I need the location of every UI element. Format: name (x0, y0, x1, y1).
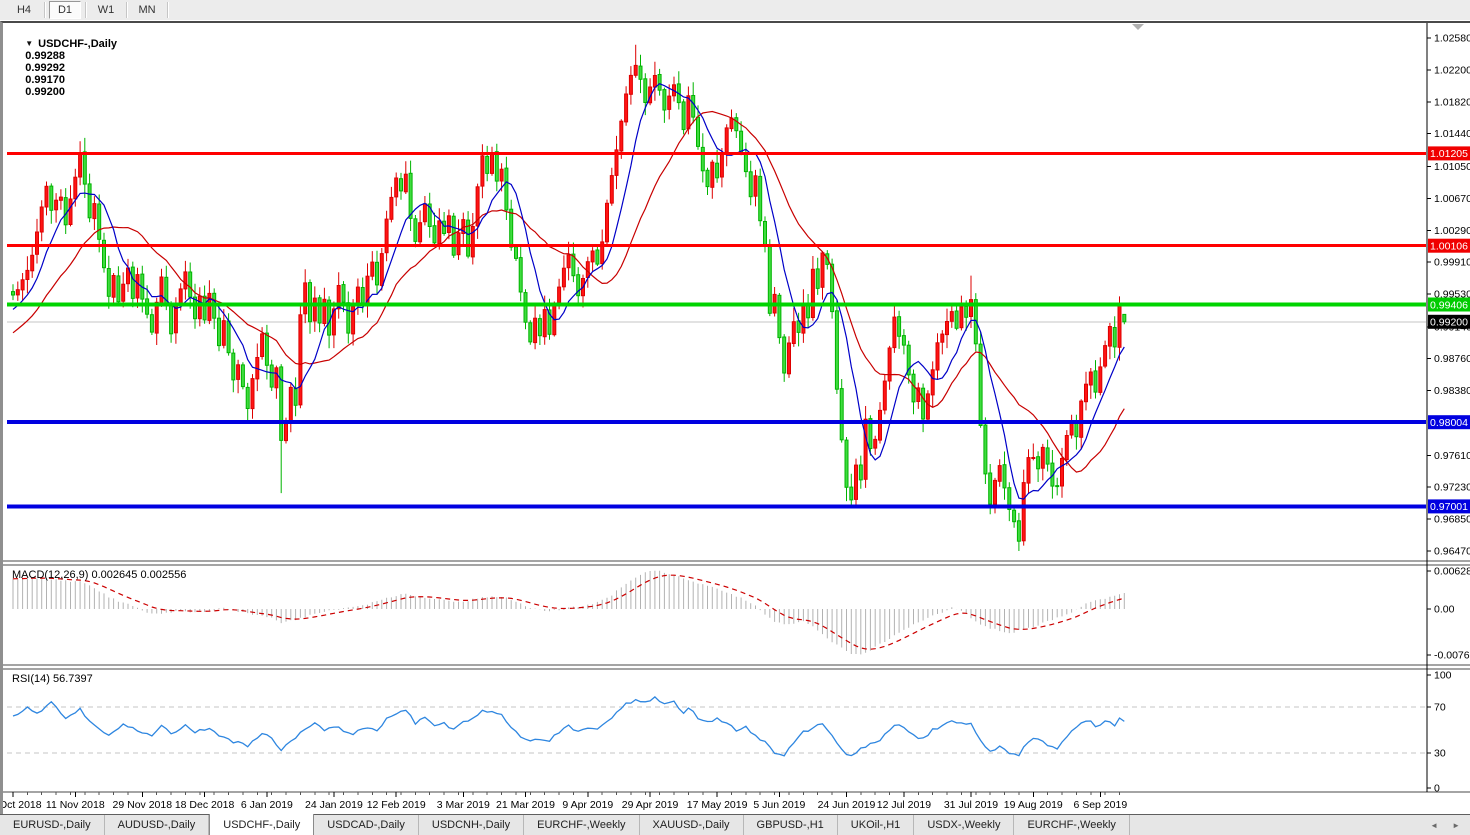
tab-scroll-right-icon[interactable]: ► (1452, 820, 1460, 830)
svg-text:1.01050: 1.01050 (1434, 161, 1470, 173)
svg-text:100: 100 (1434, 670, 1452, 682)
macd-histogram (12, 570, 1125, 655)
chart-tab-usdcnh-daily[interactable]: USDCNH-,Daily (419, 815, 525, 835)
chart-tabs: EURUSD-,Daily AUDUSD-,Daily USDCHF-,Daily U… (0, 814, 1130, 835)
svg-text:0.97001: 0.97001 (1430, 501, 1468, 513)
time-axis-label: 24 Jun 2019 (818, 799, 876, 811)
price-badge: 0.97001 (1428, 499, 1470, 514)
time-axis-label: 31 Jul 2019 (944, 799, 998, 811)
timeframe-toolbar: H4 D1 W1 MN (0, 0, 1470, 21)
time-axis-label: 23 Oct 2018 (3, 799, 42, 811)
svg-text:1.00670: 1.00670 (1434, 193, 1470, 205)
chart-tab-usdx-weekly[interactable]: USDX-,Weekly (914, 815, 1015, 835)
up-candle-wicks (17, 44, 1120, 546)
svg-text:0.96470: 0.96470 (1434, 546, 1470, 558)
svg-text:0.98004: 0.98004 (1430, 417, 1468, 429)
time-axis-label: 21 Mar 2019 (496, 799, 555, 811)
svg-text:1.00290: 1.00290 (1434, 225, 1470, 237)
chart-tab-xauusd-daily[interactable]: XAUUSD-,Daily (640, 815, 744, 835)
time-axis-label: 6 Sep 2019 (1073, 799, 1127, 811)
svg-text:1.02200: 1.02200 (1434, 64, 1470, 76)
toolbar-separator (44, 2, 46, 18)
tab-scroll-controls: ◄ ► (1430, 815, 1470, 835)
chart-tab-bar: EURUSD-,Daily AUDUSD-,Daily USDCHF-,Daily U… (0, 814, 1470, 835)
chart-tab-usdcad-daily[interactable]: USDCAD-,Daily (314, 815, 419, 835)
time-axis-label: 11 Nov 2018 (46, 799, 105, 811)
timeframe-button-d1[interactable]: D1 (49, 1, 81, 19)
toolbar-separator (126, 2, 128, 18)
chart-shift-marker-icon (1132, 24, 1144, 30)
time-axis-label: 12 Feb 2019 (367, 799, 426, 811)
svg-text:1.00106: 1.00106 (1430, 241, 1468, 253)
svg-text:0.99910: 0.99910 (1434, 257, 1470, 269)
price-badge: 0.99200 (1428, 314, 1470, 329)
svg-text:1.01205: 1.01205 (1430, 148, 1468, 160)
price-badge: 0.99406 (1428, 297, 1470, 312)
time-axis-label: 24 Jan 2019 (305, 799, 363, 811)
svg-text:0.97610: 0.97610 (1434, 450, 1470, 462)
ma-fast-line (12, 83, 1125, 500)
time-axis-label: 3 Mar 2019 (437, 799, 490, 811)
ma-slow-line (12, 110, 1125, 473)
svg-text:0: 0 (1434, 783, 1440, 795)
svg-text:0.96850: 0.96850 (1434, 514, 1470, 526)
svg-text:1.01440: 1.01440 (1434, 128, 1470, 140)
svg-text:0.97230: 0.97230 (1434, 482, 1470, 494)
chart-tab-gbpusd-h1[interactable]: GBPUSD-,H1 (744, 815, 838, 835)
price-badge: 1.00106 (1428, 238, 1470, 253)
chart-tab-ukoil-h1[interactable]: UKOil-,H1 (838, 815, 915, 835)
toolbar-separator (85, 2, 87, 18)
timeframe-buttons: H4 D1 W1 MN (8, 1, 172, 19)
svg-text:0.98380: 0.98380 (1434, 385, 1470, 397)
svg-text:0.99200: 0.99200 (1430, 317, 1468, 329)
price-badge: 1.01205 (1428, 146, 1470, 161)
tab-scroll-left-icon[interactable]: ◄ (1430, 820, 1439, 830)
svg-text:1.02580: 1.02580 (1434, 33, 1470, 45)
timeframe-button-mn[interactable]: MN (138, 4, 156, 16)
time-axis-label: 19 Aug 2019 (1004, 799, 1063, 811)
chart-tab-eurchf-weekly[interactable]: EURCHF-,Weekly (1014, 815, 1130, 835)
timeframe-button-h4[interactable]: H4 (16, 4, 32, 16)
time-axis-label: 12 Jul 2019 (877, 799, 931, 811)
chart-window[interactable]: 1.02580 1.02200 1.01820 1.01440 1.01050 1.006… (0, 21, 1470, 815)
macd-signal-line (12, 574, 1125, 650)
svg-text:1.01820: 1.01820 (1434, 96, 1470, 108)
svg-text:0.99406: 0.99406 (1430, 299, 1468, 311)
svg-text:70: 70 (1434, 701, 1446, 713)
chart-tab-audusd-daily[interactable]: AUDUSD-,Daily (105, 815, 210, 835)
price-badge: 0.98004 (1428, 415, 1470, 430)
time-axis-label: 18 Dec 2018 (175, 799, 235, 811)
svg-text:0.00: 0.00 (1434, 604, 1455, 616)
svg-text:0.006286: 0.006286 (1434, 566, 1470, 578)
timeframe-button-w1[interactable]: W1 (97, 4, 115, 16)
svg-text:0.98760: 0.98760 (1434, 353, 1470, 365)
time-axis-label: 5 Jun 2019 (753, 799, 805, 811)
chart-canvas[interactable]: 1.02580 1.02200 1.01820 1.01440 1.01050 1.006… (3, 23, 1470, 817)
chart-tab-eurchf-weekly[interactable]: EURCHF-,Weekly (524, 815, 640, 835)
chart-tab-eurusd-daily[interactable]: EURUSD-,Daily (0, 815, 105, 835)
rsi-line (12, 696, 1125, 757)
svg-text:-0.00762: -0.00762 (1434, 650, 1470, 662)
svg-text:30: 30 (1434, 748, 1446, 760)
time-axis-label: 17 May 2019 (687, 799, 748, 811)
chart-tab-usdchf-daily[interactable]: USDCHF-,Daily (209, 814, 315, 835)
time-axis-label: 29 Apr 2019 (622, 799, 679, 811)
time-axis-label: 29 Nov 2018 (113, 799, 173, 811)
down-candles (11, 65, 1127, 542)
time-axis-label: 6 Jan 2019 (241, 799, 293, 811)
time-axis-label: 9 Apr 2019 (562, 799, 613, 811)
toolbar-separator (167, 2, 169, 18)
